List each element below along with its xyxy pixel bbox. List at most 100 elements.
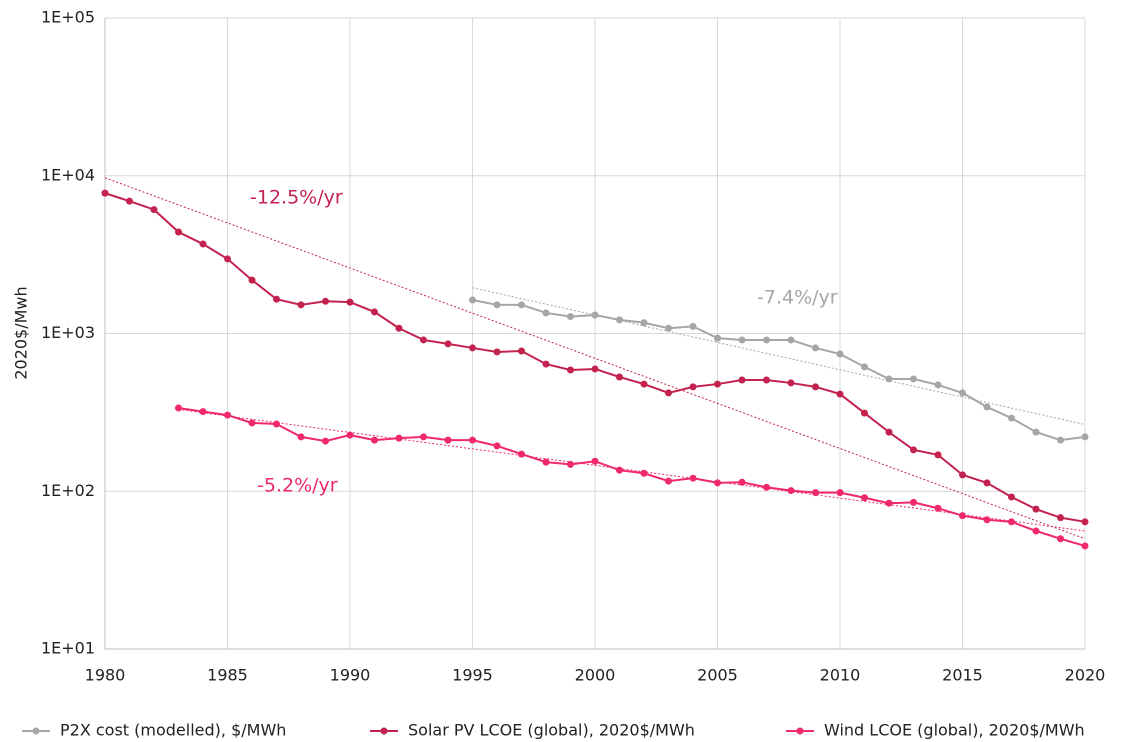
data-point bbox=[518, 347, 525, 355]
data-point bbox=[493, 442, 501, 450]
legend-label: Wind LCOE (global), 2020$/MWh bbox=[824, 721, 1085, 740]
data-point bbox=[297, 433, 305, 441]
data-point bbox=[297, 301, 305, 309]
y-tick-label: 1E+03 bbox=[41, 323, 95, 342]
data-point bbox=[836, 390, 844, 398]
data-point bbox=[959, 512, 966, 520]
data-point bbox=[1008, 414, 1015, 422]
data-point bbox=[199, 240, 207, 248]
data-point bbox=[959, 389, 966, 397]
data-point bbox=[763, 376, 770, 384]
data-point bbox=[150, 206, 158, 214]
y-tick-label: 1E+05 bbox=[41, 8, 95, 27]
data-point bbox=[1032, 428, 1040, 436]
data-point bbox=[640, 380, 648, 388]
data-point bbox=[763, 336, 770, 344]
data-point bbox=[591, 457, 599, 465]
data-point bbox=[812, 383, 819, 391]
data-point bbox=[371, 436, 378, 444]
data-point bbox=[934, 504, 942, 512]
data-point bbox=[469, 344, 476, 352]
data-point bbox=[518, 301, 525, 309]
data-point bbox=[1057, 535, 1064, 543]
data-point bbox=[101, 189, 109, 197]
data-point bbox=[714, 479, 721, 487]
trend-label: -7.4%/yr bbox=[757, 287, 838, 309]
data-point bbox=[787, 336, 795, 344]
data-point bbox=[518, 450, 525, 458]
data-point bbox=[934, 381, 942, 389]
data-point bbox=[812, 344, 819, 352]
data-point bbox=[199, 408, 207, 416]
data-point bbox=[591, 311, 599, 319]
y-tick-label: 1E+02 bbox=[41, 481, 95, 500]
data-point bbox=[763, 483, 770, 491]
x-tick-label: 1985 bbox=[207, 666, 248, 685]
data-point bbox=[1081, 518, 1089, 526]
data-point bbox=[273, 420, 280, 428]
data-point bbox=[861, 494, 868, 502]
data-point bbox=[910, 446, 917, 454]
data-point bbox=[542, 360, 550, 368]
trend-line bbox=[178, 408, 1086, 532]
data-point bbox=[787, 487, 795, 495]
data-point bbox=[910, 375, 917, 383]
data-point bbox=[567, 366, 574, 374]
data-point bbox=[714, 334, 721, 342]
data-point bbox=[395, 434, 403, 442]
x-tick-label: 2005 bbox=[697, 666, 738, 685]
data-point bbox=[1008, 518, 1015, 526]
data-point bbox=[420, 433, 427, 441]
data-point bbox=[371, 308, 378, 316]
data-point bbox=[469, 436, 476, 444]
data-point bbox=[1032, 527, 1040, 535]
data-point bbox=[346, 431, 354, 439]
series-line bbox=[178, 407, 1086, 547]
data-point bbox=[665, 389, 672, 397]
data-point bbox=[861, 363, 868, 371]
data-point bbox=[885, 428, 893, 436]
data-point bbox=[689, 474, 697, 482]
data-point bbox=[1057, 436, 1064, 444]
y-tick-label: 1E+01 bbox=[41, 639, 95, 658]
y-tick-label: 1E+04 bbox=[41, 165, 95, 184]
data-point bbox=[689, 322, 697, 330]
data-point bbox=[983, 516, 991, 524]
data-point bbox=[787, 379, 795, 387]
data-point bbox=[493, 301, 501, 309]
legend-label: Solar PV LCOE (global), 2020$/MWh bbox=[408, 721, 695, 740]
data-point bbox=[1057, 514, 1064, 522]
data-point bbox=[1081, 433, 1089, 441]
y-axis-label: 2020$/Mwh bbox=[12, 286, 31, 379]
series-line bbox=[472, 299, 1086, 442]
trend-label: -12.5%/yr bbox=[250, 187, 343, 209]
data-point bbox=[1032, 505, 1040, 513]
data-point bbox=[395, 324, 403, 332]
data-point bbox=[616, 466, 623, 474]
data-point bbox=[126, 197, 133, 205]
data-point bbox=[591, 365, 599, 373]
data-point bbox=[224, 255, 231, 263]
data-point bbox=[248, 276, 256, 284]
data-point bbox=[689, 383, 697, 391]
data-point bbox=[910, 498, 917, 506]
data-point bbox=[812, 489, 819, 497]
data-point bbox=[444, 340, 452, 348]
data-point bbox=[1008, 493, 1015, 501]
data-point bbox=[224, 411, 231, 419]
data-point bbox=[542, 309, 550, 317]
x-tick-label: 2010 bbox=[820, 666, 861, 685]
data-point bbox=[322, 297, 329, 305]
data-point bbox=[567, 313, 574, 321]
trend-line bbox=[472, 287, 1086, 425]
data-point bbox=[469, 296, 476, 304]
data-point bbox=[983, 403, 991, 411]
data-point bbox=[346, 298, 354, 306]
data-point bbox=[983, 479, 991, 487]
data-point bbox=[665, 324, 672, 332]
data-point bbox=[934, 451, 942, 459]
data-point bbox=[640, 469, 648, 477]
data-point bbox=[640, 319, 648, 327]
data-point bbox=[861, 409, 868, 417]
